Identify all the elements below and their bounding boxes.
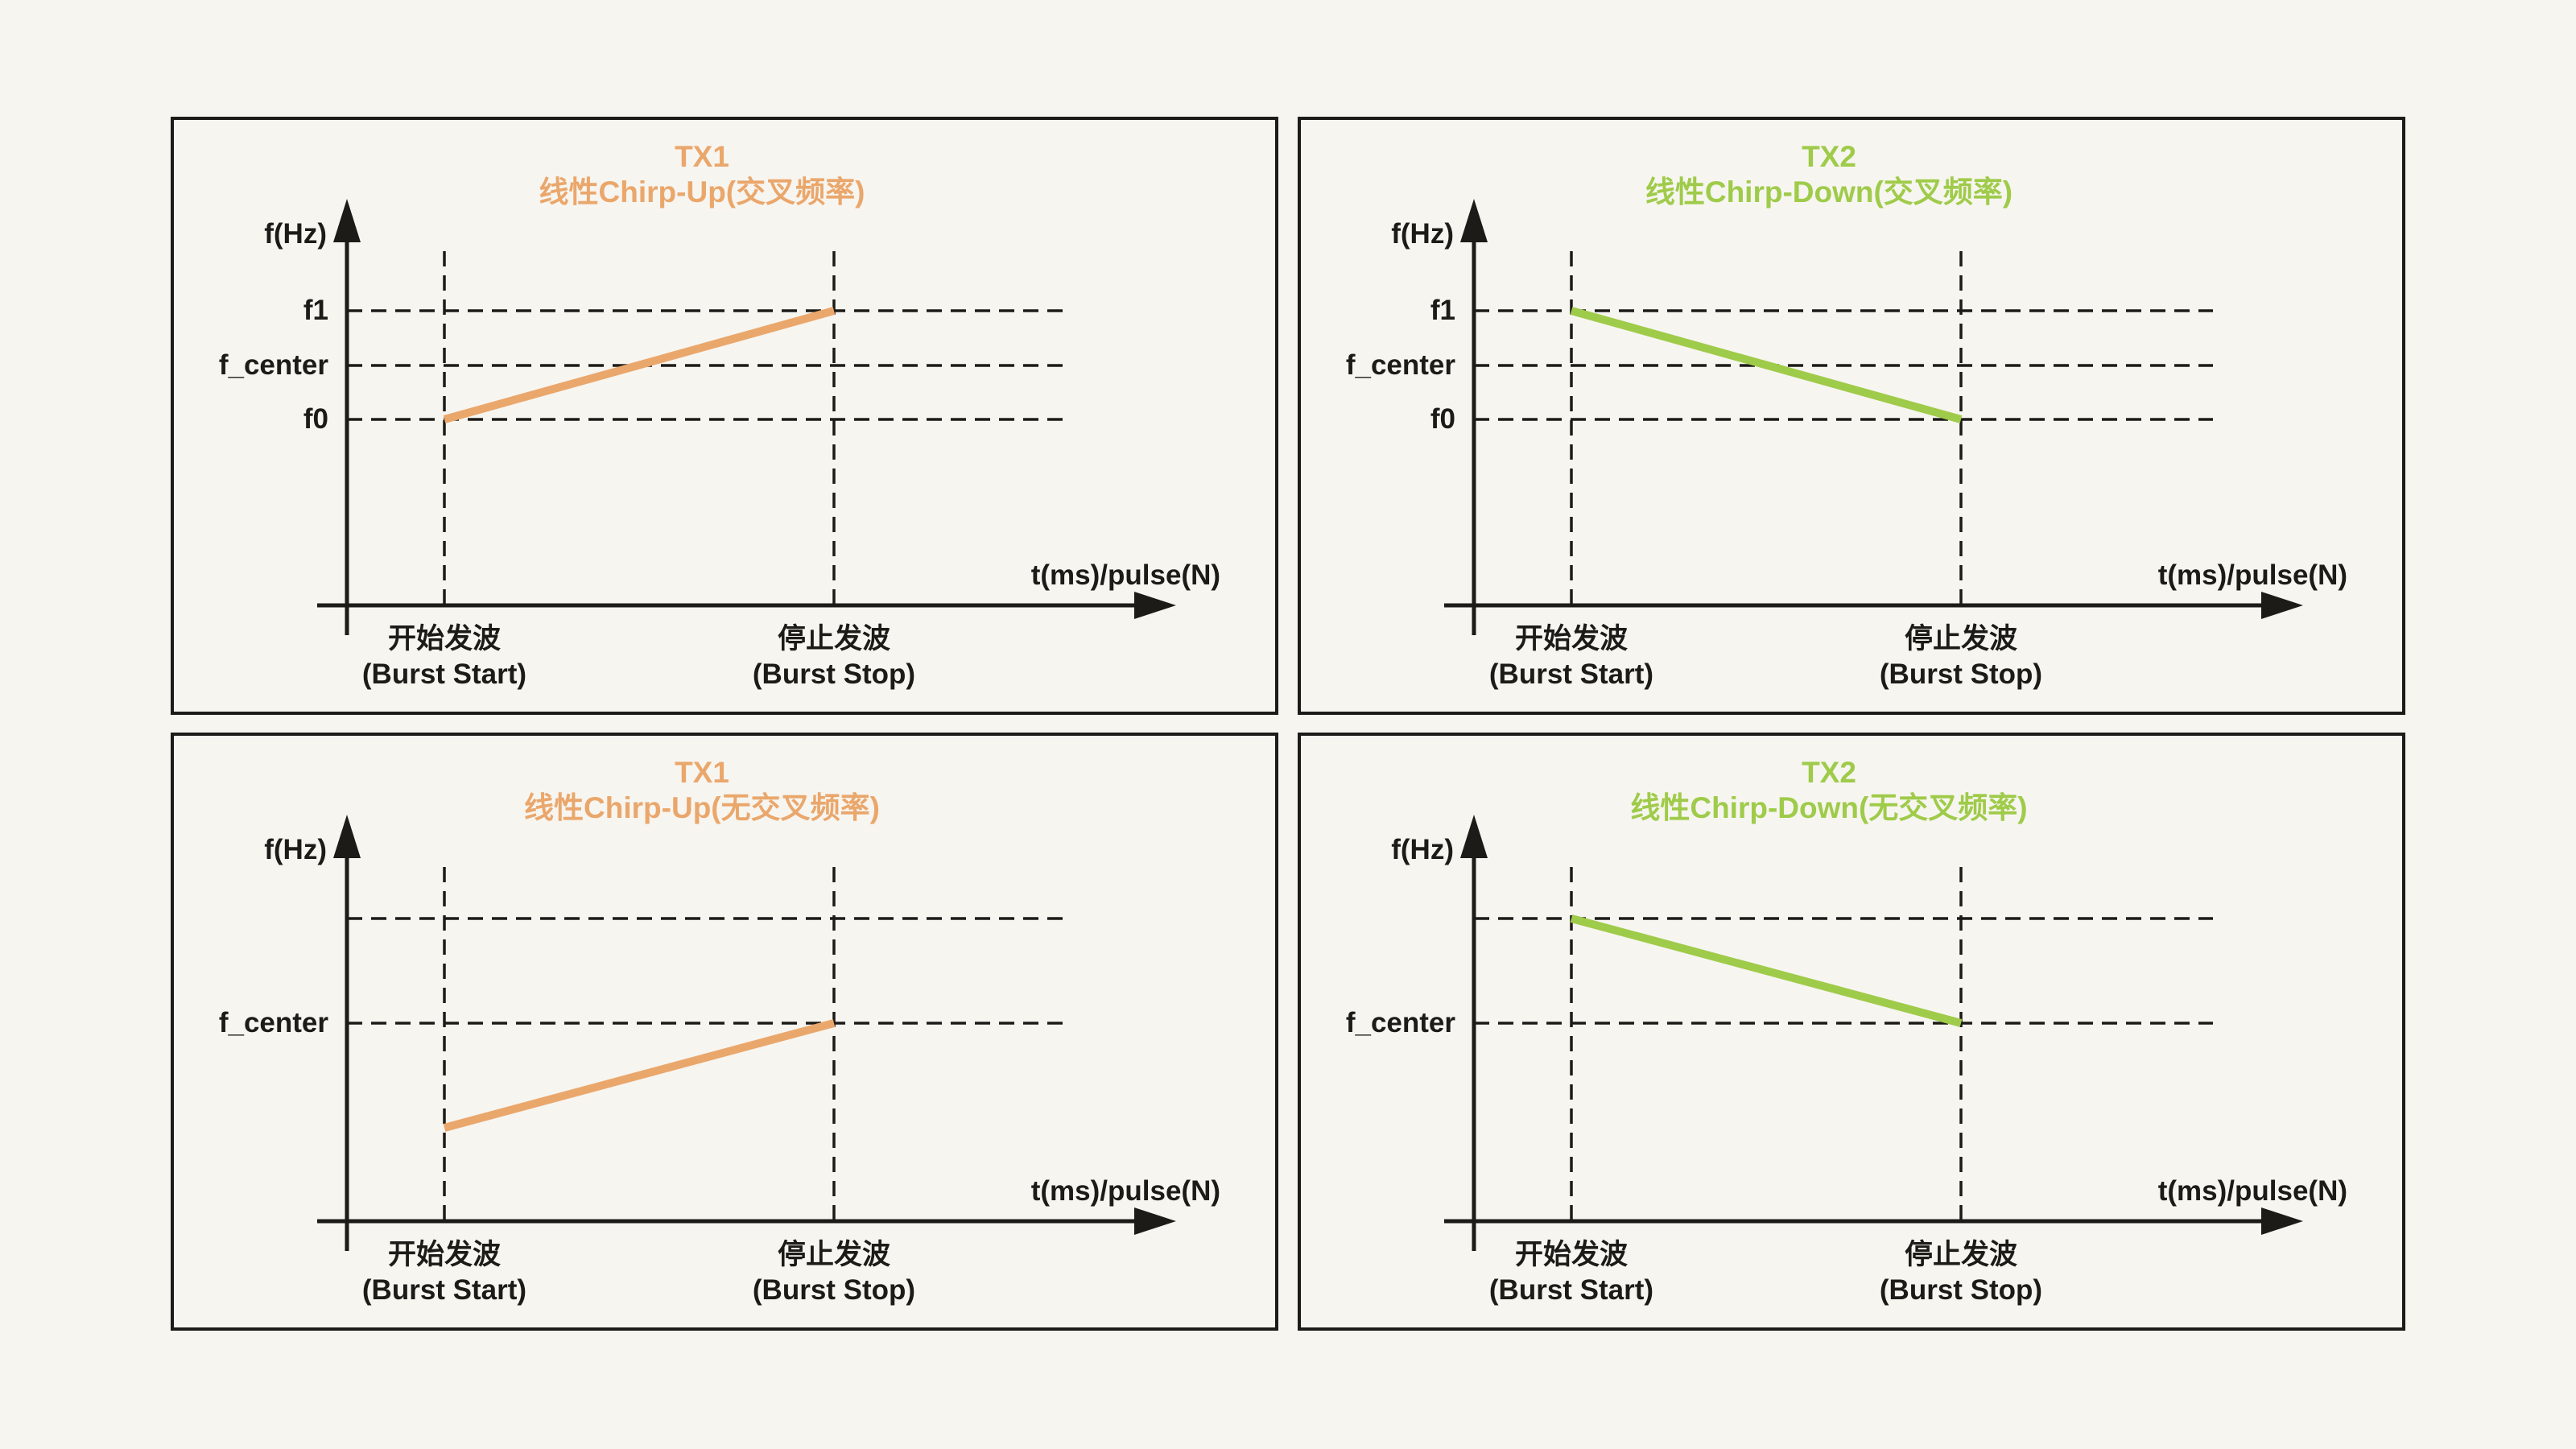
burst-stop-label: 停止发波 (Burst Stop): [625, 621, 1043, 692]
tick-f1: f1: [303, 295, 328, 326]
x-axis-label: t(ms)/pulse(N): [1030, 559, 1220, 591]
burst-stop-cn: 停止发波: [1904, 623, 2017, 654]
burst-stop-cn: 停止发波: [777, 1239, 890, 1270]
burst-stop-en: (Burst Stop): [752, 1274, 916, 1306]
chirp-plot: [1444, 815, 2303, 1251]
y-axis-arrow-icon: [1460, 199, 1488, 242]
y-axis-label: f(Hz): [264, 218, 327, 250]
burst-start-cn: 开始发波: [1514, 623, 1628, 654]
y-axis-label: f(Hz): [1391, 218, 1454, 250]
burst-start-en: (Burst Start): [1488, 1274, 1654, 1306]
chirp-down-line: [1570, 914, 1963, 1027]
panel-title-line1: TX2: [1802, 756, 1856, 789]
y-axis-label: f(Hz): [1391, 834, 1454, 865]
panel-title: TX2 线性Chirp-Down(无交叉频率): [1426, 755, 2231, 826]
panel-title-line1: TX2: [1802, 140, 1856, 173]
x-axis-arrow-icon: [1134, 1208, 1176, 1235]
burst-start-en: (Burst Start): [361, 1274, 527, 1306]
panel-tx1-crossed: TX1 线性Chirp-Up(交叉频率) f(Hz) f1 f_center f…: [171, 117, 1278, 715]
burst-stop-cn: 停止发波: [777, 623, 890, 654]
panel-title: TX1 线性Chirp-Up(无交叉频率): [299, 755, 1104, 826]
x-axis-label: t(ms)/pulse(N): [2157, 559, 2347, 591]
burst-start-label: 开始发波 (Burst Start): [1362, 1237, 1781, 1308]
y-axis-arrow-icon: [1460, 815, 1488, 858]
burst-stop-label: 停止发波 (Burst Stop): [1752, 1237, 2170, 1308]
burst-stop-cn: 停止发波: [1904, 1239, 2017, 1270]
burst-start-label: 开始发波 (Burst Start): [235, 1237, 654, 1308]
chirp-plot: [1444, 199, 2303, 635]
tick-f-center: f_center: [1345, 349, 1455, 381]
tick-f1: f1: [1430, 295, 1455, 326]
burst-stop-label: 停止发波 (Burst Stop): [1752, 621, 2170, 692]
x-axis-label: t(ms)/pulse(N): [2157, 1175, 2347, 1207]
chirp-plot: [317, 815, 1176, 1251]
panel-tx2-crossed: TX2 线性Chirp-Down(交叉频率) f(Hz) f1 f_center…: [1298, 117, 2405, 715]
chirp-plot: [317, 199, 1176, 635]
panel-title-line1: TX1: [675, 756, 729, 789]
x-axis-arrow-icon: [2261, 1208, 2303, 1235]
tick-f-center: f_center: [218, 1007, 328, 1038]
burst-start-label: 开始发波 (Burst Start): [235, 621, 654, 692]
panel-title-line2: 线性Chirp-Down(交叉频率): [1645, 175, 2013, 208]
tick-f0: f0: [1430, 403, 1455, 435]
chirp-down-line: [1570, 307, 1963, 423]
tick-f-center: f_center: [218, 349, 328, 381]
x-axis-arrow-icon: [1134, 592, 1176, 619]
panel-title: TX1 线性Chirp-Up(交叉频率): [299, 139, 1104, 210]
burst-stop-en: (Burst Stop): [1879, 658, 2043, 690]
panel-title-line2: 线性Chirp-Up(交叉频率): [539, 175, 865, 208]
tick-f0: f0: [303, 403, 328, 435]
panel-title-line1: TX1: [675, 140, 729, 173]
burst-start-cn: 开始发波: [387, 1239, 501, 1270]
panel-tx2-noncrossed: TX2 线性Chirp-Down(无交叉频率) f(Hz) f_center t…: [1298, 733, 2405, 1331]
burst-start-cn: 开始发波: [1514, 1239, 1628, 1270]
chirp-up-line: [443, 1019, 836, 1132]
burst-start-en: (Burst Start): [1488, 658, 1654, 690]
panel-title-line2: 线性Chirp-Down(无交叉频率): [1630, 791, 2028, 824]
y-axis-arrow-icon: [333, 815, 361, 858]
tick-f-center: f_center: [1345, 1007, 1455, 1038]
burst-start-en: (Burst Start): [361, 658, 527, 690]
burst-stop-label: 停止发波 (Burst Stop): [625, 1237, 1043, 1308]
y-axis-arrow-icon: [333, 199, 361, 242]
burst-start-label: 开始发波 (Burst Start): [1362, 621, 1781, 692]
y-axis-label: f(Hz): [264, 834, 327, 865]
burst-start-cn: 开始发波: [387, 623, 501, 654]
burst-stop-en: (Burst Stop): [1879, 1274, 2043, 1306]
x-axis-arrow-icon: [2261, 592, 2303, 619]
burst-stop-en: (Burst Stop): [752, 658, 916, 690]
x-axis-label: t(ms)/pulse(N): [1030, 1175, 1220, 1207]
panel-tx1-noncrossed: TX1 线性Chirp-Up(无交叉频率) f(Hz) f_center t(m…: [171, 733, 1278, 1331]
panel-title-line2: 线性Chirp-Up(无交叉频率): [524, 791, 880, 824]
panel-title: TX2 线性Chirp-Down(交叉频率): [1426, 139, 2231, 210]
chirp-up-line: [443, 307, 836, 423]
